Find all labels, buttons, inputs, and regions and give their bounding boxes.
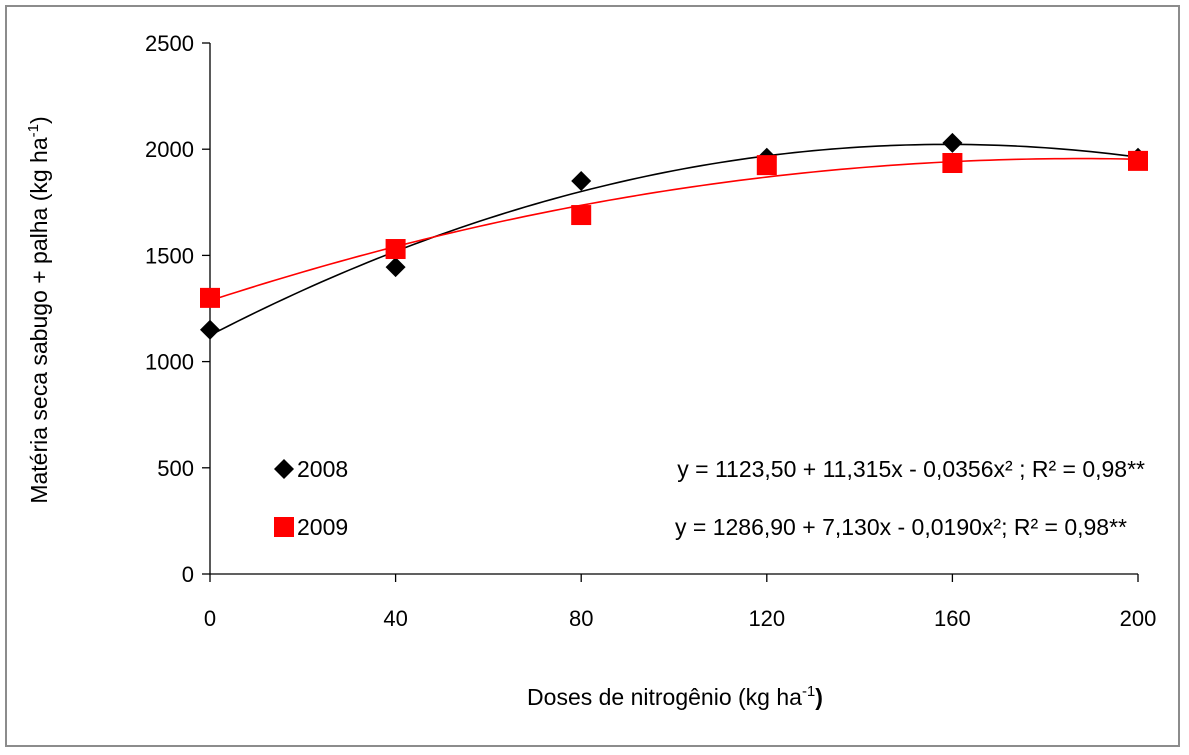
chart-frame	[5, 5, 1180, 747]
fit-curves	[209, 143, 1139, 337]
legend-label-2008: 2008	[297, 456, 348, 482]
point-2009	[385, 239, 406, 260]
point-2009	[1128, 150, 1148, 171]
y-tick-label: 2500	[145, 31, 194, 56]
y-tick-label: 0	[182, 562, 194, 587]
y-tick-label: 500	[157, 456, 194, 481]
point-2009	[571, 205, 592, 226]
data-points	[200, 132, 1148, 340]
x-axis-label: Doses de nitrogênio (kg ha-1)	[527, 683, 823, 710]
x-tick-label: 160	[934, 606, 971, 631]
x-tick-label: 40	[383, 606, 407, 631]
y-tick-label: 2000	[145, 137, 194, 162]
fit-curve-2009	[209, 157, 1139, 302]
y-tick-label: 1000	[145, 350, 194, 375]
point-2008	[942, 132, 963, 153]
y-axis-label: Matéria seca sabugo + palha (kg ha-1)	[25, 116, 52, 503]
legend: 2008 y = 1123,50 + 11,315x - 0,0356x² ; R…	[274, 456, 1145, 540]
point-2009	[200, 287, 220, 308]
fit-curve-2008	[209, 143, 1139, 337]
legend-label-2009: 2009	[297, 514, 348, 540]
point-2009	[756, 155, 777, 176]
point-2008	[385, 257, 406, 278]
axes: 0 500 1000 1500 2000 2500 0 40 80 120 160 200	[145, 31, 1156, 631]
point-2008	[571, 171, 592, 192]
x-tick-label: 0	[204, 606, 216, 631]
legend-marker-2008	[274, 459, 294, 479]
point-2008	[200, 319, 220, 340]
equation-2008: y = 1123,50 + 11,315x - 0,0356x² ; R² = …	[677, 456, 1145, 482]
point-2009	[942, 153, 963, 174]
x-tick-label: 80	[569, 606, 593, 631]
x-tick-label: 200	[1120, 606, 1157, 631]
y-tick-label: 1500	[145, 243, 194, 268]
legend-marker-2009	[274, 517, 294, 537]
equation-2009: y = 1286,90 + 7,130x - 0,0190x²; R² = 0,…	[675, 514, 1127, 540]
x-tick-label: 120	[748, 606, 785, 631]
